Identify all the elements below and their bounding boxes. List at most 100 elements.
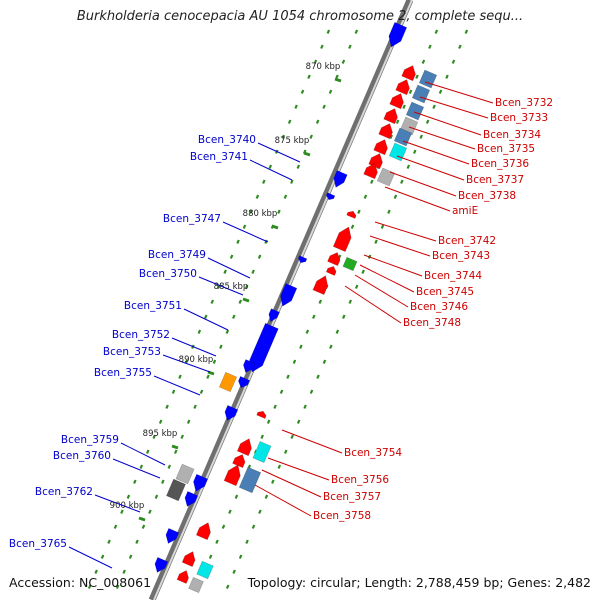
gene-arrow <box>389 93 404 110</box>
leader-line <box>112 458 161 479</box>
leader-line <box>254 484 312 517</box>
gene-label-right: Bcen_3742 <box>438 235 496 247</box>
guide-dot <box>113 524 118 529</box>
gene-arrow <box>238 376 250 388</box>
guide-dot <box>438 89 443 94</box>
guide-dot <box>313 59 318 64</box>
guide-dot <box>305 329 310 334</box>
guide-dot <box>206 374 210 379</box>
accession-text: Accession: NC_008061 <box>9 575 152 590</box>
leader-line <box>249 159 293 181</box>
guide-dot <box>309 134 313 139</box>
gene-arrow <box>383 108 398 125</box>
guide-dot <box>329 344 333 349</box>
gene-arrow <box>333 170 348 188</box>
gene-arrow-shape <box>268 308 280 322</box>
guide-dot <box>445 74 449 79</box>
gene-block <box>342 256 358 272</box>
guide-dot <box>135 539 139 544</box>
guide-dot <box>107 539 111 544</box>
gene-arrow <box>363 163 378 180</box>
gene-label-right: Bcen_3748 <box>403 317 461 329</box>
gene-label-right: amiE <box>452 205 478 217</box>
gene-arrow <box>346 210 357 219</box>
guide-dot <box>389 134 393 139</box>
guide-dot <box>342 314 346 319</box>
leader-line <box>162 354 211 373</box>
guide-dot <box>395 119 400 124</box>
guide-dot <box>225 329 230 334</box>
gene-arrow <box>378 123 393 140</box>
guide-dot <box>223 269 227 274</box>
gene-label-right: Bcen_3758 <box>313 510 371 522</box>
leader-line <box>207 257 251 279</box>
guide-dot <box>225 584 230 589</box>
leader-line <box>402 140 470 165</box>
leader-line <box>363 254 423 277</box>
guide-dot <box>262 179 266 184</box>
guide-dot <box>419 134 423 139</box>
gene-arrow <box>256 410 267 419</box>
gene-block <box>175 463 195 485</box>
kbp-tick <box>138 516 146 522</box>
gene-arrow-shape <box>395 79 410 96</box>
leader-line <box>222 221 269 243</box>
gene-arrow-shape <box>363 163 378 180</box>
kbp-label: 885 kbp <box>214 282 249 292</box>
guide-dot <box>133 479 137 484</box>
guide-dot <box>307 74 311 79</box>
guide-dot <box>363 194 368 199</box>
guide-dot <box>451 59 456 64</box>
gene-arrow-shape <box>280 283 298 307</box>
leader-line <box>419 96 489 119</box>
gene-block-shape <box>405 101 425 121</box>
guide-dot <box>425 119 430 124</box>
guide-dot <box>232 314 236 319</box>
guide-dot <box>215 539 219 544</box>
guide-dot <box>94 569 98 574</box>
gene-arrow-shape <box>238 376 250 388</box>
guide-dot <box>387 209 391 214</box>
guide-dot <box>361 269 365 274</box>
gene-block-shape <box>218 371 238 393</box>
backbone-line <box>148 0 414 602</box>
guide-dot <box>370 179 374 184</box>
gene-label-left: Bcen_3753 <box>103 346 161 358</box>
gene-arrow <box>195 522 211 541</box>
guide-dot <box>193 404 197 409</box>
gene-arrow-shape <box>389 93 404 110</box>
guide-dot <box>167 464 172 469</box>
guide-dot <box>171 389 176 394</box>
gene-arrow <box>325 265 337 276</box>
guide-dot <box>178 374 182 379</box>
leader-line <box>94 494 141 513</box>
guide-dot <box>296 419 301 424</box>
gene-label-right: Bcen_3737 <box>466 174 524 186</box>
gene-arrow <box>388 22 408 48</box>
guide-dot <box>154 494 159 499</box>
leader-line <box>183 308 229 331</box>
gene-label-right: Bcen_3732 <box>495 97 553 109</box>
gene-arrow <box>395 79 410 96</box>
gene-arrow-shape <box>181 551 196 567</box>
guide-dot <box>260 434 264 439</box>
guide-dot <box>357 209 361 214</box>
guide-dot <box>100 554 105 559</box>
guide-dot <box>245 539 249 544</box>
guide-dot <box>287 119 292 124</box>
guide-dot <box>251 269 255 274</box>
gene-block <box>196 560 214 580</box>
guide-dot <box>408 89 413 94</box>
leader-line <box>153 375 201 396</box>
gene-arrow-shape <box>312 275 329 296</box>
guide-dot <box>122 569 126 574</box>
gene-label-right: Bcen_3736 <box>471 158 529 170</box>
kbp-tick <box>271 224 279 230</box>
guide-dot <box>350 224 355 229</box>
guide-dot <box>251 524 256 529</box>
guide-dot <box>244 284 249 289</box>
guide-dot <box>402 104 406 109</box>
leader-line <box>68 546 113 569</box>
guide-dot <box>87 584 92 589</box>
